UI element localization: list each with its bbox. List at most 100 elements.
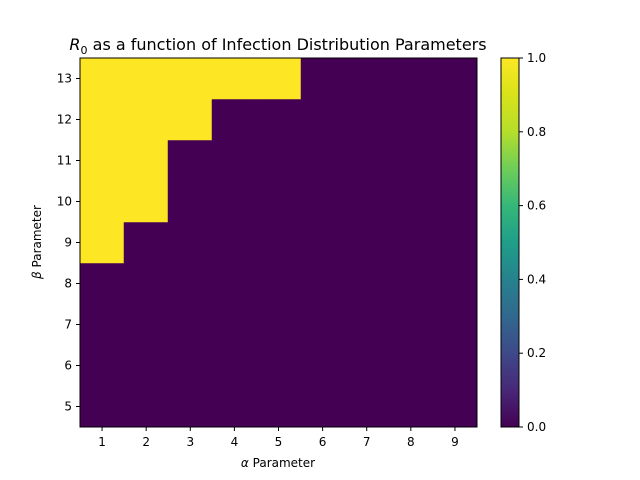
heatmap-cell-a3-b8: [167, 262, 213, 305]
heatmap-cell-a1-b11: [79, 139, 125, 182]
heatmap-cell-a6-b5: [300, 385, 346, 428]
heatmap-cell-a6-b8: [300, 262, 346, 305]
heatmap-cell-a5-b10: [255, 180, 302, 223]
heatmap-cell-a9-b8: [432, 262, 478, 305]
heatmap-cell-a9-b7: [432, 303, 478, 346]
colorbar-tick-label: 0.8: [527, 125, 546, 139]
heatmap-cell-a4-b11: [211, 139, 257, 182]
x-tick-label: 5: [275, 435, 283, 449]
heatmap-cell-a7-b11: [344, 139, 390, 182]
x-axis-label: α Parameter: [241, 456, 315, 470]
heatmap-cell-a3-b10: [167, 180, 213, 223]
heatmap-cell-a1-b8: [79, 262, 125, 305]
heatmap-cell-a4-b8: [211, 262, 257, 305]
heatmap-cell-a4-b10: [211, 180, 257, 223]
heatmap-cell-a4-b12: [211, 98, 257, 141]
heatmap-cell-a5-b11: [255, 139, 302, 182]
heatmap-cells: [79, 57, 478, 428]
heatmap-cell-a4-b6: [211, 344, 257, 387]
y-tick-label: 6: [64, 359, 72, 373]
heatmap-cell-a5-b7: [255, 303, 302, 346]
colorbar-tick-label: 1.0: [527, 51, 546, 65]
heatmap-cell-a8-b5: [388, 385, 434, 428]
x-axis-ticks: 1 2 3 4 5 6 7 8 9: [98, 427, 459, 449]
heatmap-cell-a6-b6: [300, 344, 346, 387]
heatmap-cell-a8-b7: [388, 303, 434, 346]
y-tick-label: 9: [64, 236, 72, 250]
heatmap-cell-a3-b12: [167, 98, 213, 141]
heatmap-cell-a3-b9: [167, 221, 213, 264]
x-tick-label: 3: [186, 435, 194, 449]
heatmap-cell-a1-b12: [79, 98, 125, 141]
x-tick-label: 9: [451, 435, 459, 449]
colorbar-tick-label: 0.2: [527, 346, 546, 360]
heatmap-cell-a8-b12: [388, 98, 434, 141]
heatmap-cell-a7-b13: [344, 57, 390, 100]
y-tick-label: 13: [57, 72, 72, 86]
heatmap-cell-a1-b5: [79, 385, 125, 428]
heatmap-cell-a6-b10: [300, 180, 346, 223]
heatmap-cell-a7-b12: [344, 98, 390, 141]
colorbar: [500, 57, 520, 428]
heatmap-cell-a5-b5: [255, 385, 302, 428]
colorbar-tick-label: 0.4: [527, 272, 546, 286]
heatmap-cell-a8-b9: [388, 221, 434, 264]
heatmap-cell-a5-b8: [255, 262, 302, 305]
heatmap-cell-a1-b7: [79, 303, 125, 346]
heatmap-cell-a9-b9: [432, 221, 478, 264]
heatmap-cell-a8-b11: [388, 139, 434, 182]
x-tick-label: 6: [319, 435, 327, 449]
x-tick-label: 7: [363, 435, 371, 449]
heatmap-cell-a7-b8: [344, 262, 390, 305]
heatmap-cell-a9-b6: [432, 344, 478, 387]
heatmap-cell-a8-b10: [388, 180, 434, 223]
heatmap-cell-a3-b13: [167, 57, 213, 100]
heatmap-cell-a7-b10: [344, 180, 390, 223]
y-tick-label: 8: [64, 277, 72, 291]
heatmap-cell-a1-b6: [79, 344, 125, 387]
heatmap-cell-a1-b13: [79, 57, 125, 100]
y-tick-label: 11: [57, 154, 72, 168]
heatmap-cell-a7-b9: [344, 221, 390, 264]
heatmap-cell-a4-b13: [211, 57, 257, 100]
heatmap-cell-a7-b7: [344, 303, 390, 346]
heatmap-cell-a6-b7: [300, 303, 346, 346]
colorbar-tick-label: 0.0: [527, 420, 546, 434]
chart-title: R0 as a function of Infection Distributi…: [69, 35, 486, 57]
y-axis-label: β Parameter: [30, 205, 44, 280]
heatmap-cell-a9-b5: [432, 385, 478, 428]
heatmap-cell-a6-b13: [300, 57, 346, 100]
x-tick-label: 2: [142, 435, 150, 449]
y-tick-label: 10: [57, 195, 72, 209]
y-tick-label: 12: [57, 113, 72, 127]
heatmap-cell-a3-b11: [167, 139, 213, 182]
heatmap-cell-a9-b12: [432, 98, 478, 141]
x-tick-label: 4: [231, 435, 239, 449]
heatmap-cell-a2-b8: [123, 262, 169, 305]
y-tick-label: 7: [64, 318, 72, 332]
heatmap-cell-a6-b12: [300, 98, 346, 141]
heatmap-cell-a3-b6: [167, 344, 213, 387]
heatmap-cell-a8-b6: [388, 344, 434, 387]
heatmap-cell-a2-b6: [123, 344, 169, 387]
heatmap-cell-a7-b6: [344, 344, 390, 387]
heatmap-cell-a2-b7: [123, 303, 169, 346]
heatmap-cell-a1-b9: [79, 221, 125, 264]
heatmap-cell-a2-b11: [123, 139, 169, 182]
heatmap-cell-a5-b12: [255, 98, 302, 141]
heatmap-cell-a4-b7: [211, 303, 257, 346]
heatmap-cell-a5-b13: [255, 57, 302, 100]
heatmap-cell-a2-b10: [123, 180, 169, 223]
y-tick-label: 5: [64, 400, 72, 414]
heatmap-cell-a2-b9: [123, 221, 169, 264]
heatmap-cell-a5-b6: [255, 344, 302, 387]
heatmap-cell-a9-b13: [432, 57, 478, 100]
heatmap-cell-a8-b8: [388, 262, 434, 305]
heatmap-cell-a2-b12: [123, 98, 169, 141]
colorbar-ticks: 0.0 0.2 0.4 0.6 0.8 1.0: [519, 51, 546, 434]
heatmap-cell-a6-b11: [300, 139, 346, 182]
y-axis-ticks: 5 6 7 8 9 10 11 12 13: [57, 72, 80, 414]
heatmap-cell-a1-b10: [79, 180, 125, 223]
colorbar-tick-label: 0.6: [527, 199, 546, 213]
